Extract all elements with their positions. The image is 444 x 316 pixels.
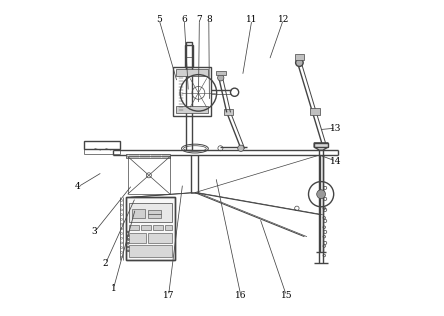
Bar	[148, 210, 161, 214]
Text: 11: 11	[246, 15, 258, 24]
Bar	[148, 214, 161, 218]
Circle shape	[218, 75, 224, 81]
Text: 6: 6	[181, 15, 187, 24]
Text: 13: 13	[330, 124, 341, 133]
Text: 7: 7	[197, 15, 202, 24]
Bar	[224, 109, 233, 115]
Circle shape	[127, 242, 129, 244]
Circle shape	[127, 235, 129, 237]
Bar	[129, 225, 139, 230]
Bar	[126, 197, 175, 260]
Bar	[129, 233, 146, 243]
Text: 16: 16	[235, 291, 246, 300]
Text: 1: 1	[111, 284, 116, 293]
Bar	[126, 197, 175, 260]
Circle shape	[127, 239, 129, 240]
Text: 12: 12	[278, 15, 289, 24]
Bar	[126, 154, 170, 158]
Text: 15: 15	[281, 291, 292, 300]
Bar	[141, 225, 151, 230]
Circle shape	[296, 59, 303, 66]
Text: 14: 14	[330, 157, 341, 166]
Bar	[153, 225, 163, 230]
Bar	[176, 69, 209, 76]
Polygon shape	[314, 143, 328, 150]
Text: 3: 3	[92, 228, 97, 236]
Text: 4: 4	[75, 182, 81, 191]
Bar	[176, 106, 209, 113]
Circle shape	[317, 190, 325, 198]
Text: 2: 2	[103, 259, 108, 268]
Circle shape	[127, 231, 129, 233]
Bar	[129, 203, 172, 222]
Circle shape	[127, 250, 129, 252]
Bar	[165, 225, 172, 230]
Bar	[129, 246, 172, 257]
Text: 5: 5	[156, 15, 162, 24]
Bar	[216, 70, 226, 75]
Bar	[310, 108, 320, 115]
Bar	[148, 233, 172, 243]
Bar	[185, 46, 193, 67]
Bar	[173, 67, 211, 116]
Bar	[295, 54, 305, 59]
Circle shape	[238, 145, 244, 151]
Bar	[314, 143, 328, 147]
Circle shape	[127, 246, 129, 248]
Bar	[186, 42, 192, 150]
Text: 8: 8	[206, 15, 212, 24]
Bar	[132, 209, 145, 218]
Text: 17: 17	[163, 291, 174, 300]
